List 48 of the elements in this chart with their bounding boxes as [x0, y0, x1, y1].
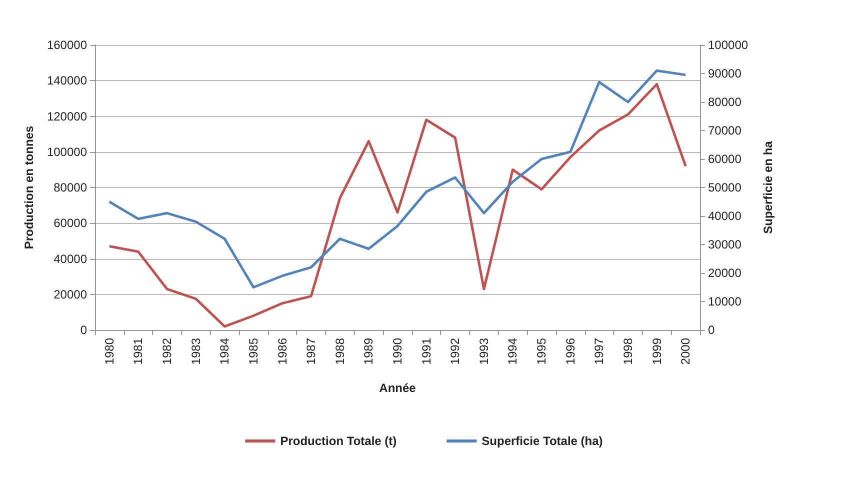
x-tick-label: 1985: [246, 338, 260, 365]
x-tick-label: 1982: [160, 338, 174, 365]
x-tick-label: 1995: [534, 338, 549, 365]
x-tick-label: 1983: [188, 338, 203, 365]
y2-tick-label: 70000: [708, 124, 742, 138]
x-tick-label: 1989: [362, 338, 376, 365]
x-tick-label: 1980: [102, 338, 116, 365]
y-tick-label: 60000: [54, 216, 88, 230]
x-tick-label: 1986: [275, 338, 290, 365]
y-tick-label: 40000: [54, 252, 88, 266]
y-tick-label: 100000: [46, 144, 88, 159]
x-tick-label: 1996: [563, 338, 578, 365]
y2-tick-label: 50000: [708, 180, 742, 194]
x-axis-title: Année: [379, 381, 416, 395]
y-tick-label: 140000: [46, 74, 88, 88]
y2-tick-label: 30000: [708, 238, 742, 252]
x-tick-label: 1997: [592, 338, 606, 365]
y2-tick-label: 20000: [708, 266, 742, 280]
y-tick-label: 20000: [54, 287, 88, 302]
x-tick-label: 1990: [390, 338, 404, 365]
y-tick-label: 0: [80, 323, 88, 337]
y-tick-label: 160000: [46, 38, 88, 52]
y2-tick-label: 0: [708, 323, 715, 337]
x-tick-label: 1994: [506, 338, 520, 365]
y-axis-title: Production en tonnes: [22, 126, 36, 250]
y2-tick-label: 60000: [708, 152, 742, 166]
y2-tick-label: 40000: [708, 209, 742, 223]
x-tick-label: 1999: [650, 338, 664, 365]
y-tick-label: 80000: [54, 180, 88, 194]
x-tick-label: 2000: [678, 338, 693, 365]
x-tick-label: 1981: [131, 338, 146, 365]
y2-axis-title: Superficie en ha: [761, 140, 775, 234]
y2-tick-label: 100000: [708, 38, 748, 52]
x-tick-label: 1998: [620, 338, 635, 365]
x-tick-label: 1993: [476, 338, 491, 365]
y2-tick-label: 10000: [708, 294, 742, 308]
x-tick-label: 1987: [304, 338, 318, 365]
y2-tick-label: 90000: [708, 66, 742, 80]
x-tick-label: 1988: [332, 338, 347, 365]
line-series: [108, 82, 687, 328]
x-tick-label: 1984: [218, 338, 232, 365]
y2-tick-label: 80000: [708, 95, 742, 109]
legend-label: Superficie Totale (ha): [482, 434, 603, 448]
y-tick-label: 120000: [46, 109, 88, 124]
legend-label: Production Totale (t): [280, 434, 397, 448]
x-tick-label: 1991: [419, 338, 434, 365]
x-tick-label: 1992: [448, 338, 462, 365]
line-series: [108, 69, 687, 288]
